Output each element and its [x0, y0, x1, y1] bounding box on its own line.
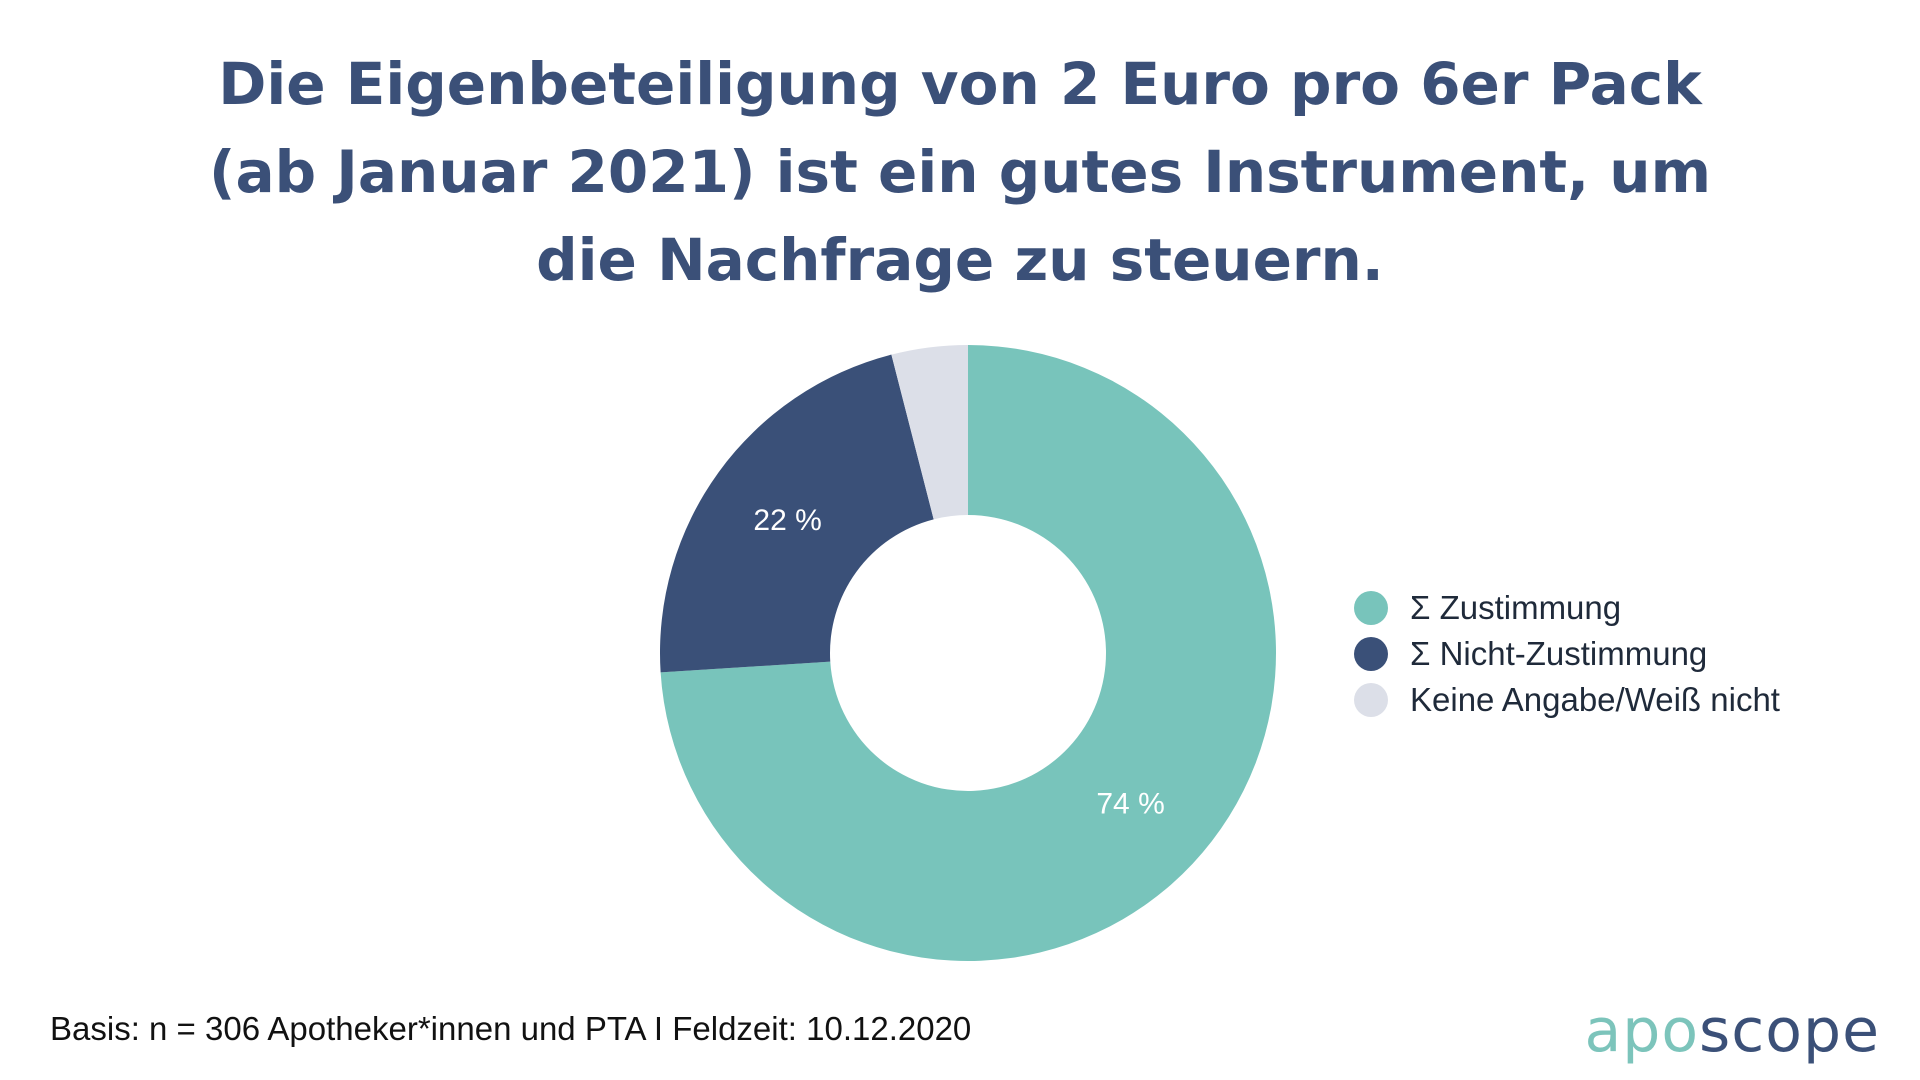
chart-legend: Σ Zustimmung Σ Nicht-Zustimmung Keine An… — [1354, 585, 1780, 723]
legend-swatch-zustimmung — [1354, 591, 1388, 625]
slice-zustimmung — [660, 345, 1276, 961]
logo-part-scope: scope — [1699, 996, 1880, 1066]
legend-item-nicht-zustimmung: Σ Nicht-Zustimmung — [1354, 631, 1780, 677]
legend-swatch-keine-angabe — [1354, 683, 1388, 717]
logo-part-apo: apo — [1584, 996, 1700, 1066]
aposcope-logo: aposcope — [1584, 996, 1880, 1066]
footnote-basis: Basis: n = 306 Apotheker*innen und PTA I… — [50, 1010, 972, 1047]
slice-label-nicht-zustimmung: 22 % — [753, 504, 821, 537]
slice-nicht-zustimmung — [660, 354, 934, 673]
legend-item-zustimmung: Σ Zustimmung — [1354, 585, 1780, 631]
legend-item-keine-angabe: Keine Angabe/Weiß nicht — [1354, 677, 1780, 723]
legend-label-zustimmung: Σ Zustimmung — [1410, 589, 1622, 626]
legend-label-nicht-zustimmung: Σ Nicht-Zustimmung — [1410, 635, 1708, 672]
legend-swatch-nicht-zustimmung — [1354, 637, 1388, 671]
legend-label-keine-angabe: Keine Angabe/Weiß nicht — [1410, 681, 1780, 718]
slice-label-zustimmung: 74 % — [1096, 788, 1164, 821]
slice-keine-angabe — [891, 345, 968, 520]
chart-title: Die Eigenbeteiligung von 2 Euro pro 6er … — [208, 50, 1712, 294]
